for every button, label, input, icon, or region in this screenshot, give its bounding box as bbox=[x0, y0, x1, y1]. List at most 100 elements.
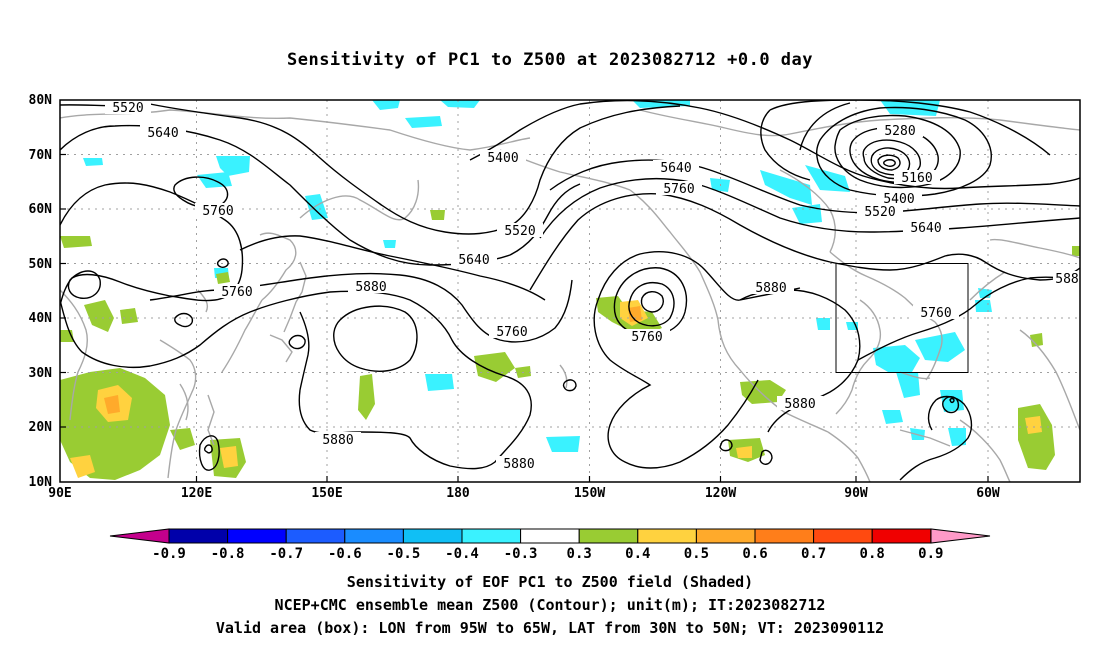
contour-label: 5400 bbox=[876, 191, 922, 207]
longitude-labels: 90E 120E 150E 180 150W 120W 90W 60W bbox=[48, 486, 1000, 501]
contour-label: 5160 bbox=[894, 170, 940, 186]
colorbar-label: -0.3 bbox=[504, 546, 538, 562]
colorbar-label: 0.4 bbox=[625, 546, 650, 562]
contour-5280 bbox=[769, 100, 1051, 156]
contour-label-text: 5760 bbox=[631, 330, 662, 345]
contour-5400 bbox=[469, 100, 1080, 190]
contour-5520-east bbox=[549, 159, 1080, 214]
contour-5760-east bbox=[529, 193, 1080, 291]
colorbar: -0.9 -0.8 -0.7 -0.6 -0.5 -0.4 -0.3 0.3 0.4 0.5 0.6… bbox=[109, 528, 991, 562]
contour-label: 5640 bbox=[451, 252, 497, 268]
contour-label: 5880 bbox=[777, 396, 823, 412]
contour-label: 5760 bbox=[913, 305, 959, 321]
lat-tick-label: 20N bbox=[29, 420, 53, 435]
colorbar-cell bbox=[578, 528, 639, 544]
contour-label-text: 588 bbox=[1055, 272, 1078, 287]
contour-label: 5280 bbox=[877, 123, 923, 139]
contour-label: 5640 bbox=[653, 160, 699, 176]
lat-tick-label: 10N bbox=[29, 475, 53, 490]
contour-label-text: 5760 bbox=[663, 182, 694, 197]
lat-tick-label: 70N bbox=[29, 148, 53, 163]
contour-label: 5640 bbox=[903, 220, 949, 236]
valid-area-box bbox=[835, 263, 969, 373]
axis-ticks bbox=[60, 153, 989, 482]
contour-label: 5520 bbox=[497, 223, 543, 239]
contour-label: 5400 bbox=[480, 150, 526, 166]
lat-tick-label: 40N bbox=[29, 311, 53, 326]
contour-labels: 5520 5640 5760 5400 5520 5640 5760 5880 … bbox=[105, 100, 1081, 472]
lat-tick-label: 80N bbox=[29, 93, 53, 108]
lon-tick-label: 90W bbox=[844, 486, 868, 501]
contour-label: 5880 bbox=[348, 279, 394, 295]
contour-label-text: 5400 bbox=[883, 192, 914, 207]
lat-tick-label: 60N bbox=[29, 202, 53, 217]
colorbar-label: -0.4 bbox=[445, 546, 479, 562]
contour-label-text: 5760 bbox=[496, 325, 527, 340]
contour-label: 5760 bbox=[489, 324, 535, 340]
contour-label-text: 5400 bbox=[487, 151, 518, 166]
colorbar-label: -0.8 bbox=[211, 546, 245, 562]
contour-5640-east bbox=[539, 177, 1080, 239]
colorbar-left-arrow bbox=[109, 528, 170, 544]
lon-tick-label: 90E bbox=[48, 486, 71, 501]
colorbar-label: 0.6 bbox=[742, 546, 767, 562]
contour-5640-upper bbox=[239, 235, 546, 301]
contour-label: 5520 bbox=[857, 204, 903, 220]
colorbar-label: 0.8 bbox=[860, 546, 885, 562]
contour-label: 5880 bbox=[315, 432, 361, 448]
colorbar-label: 0.5 bbox=[684, 546, 709, 562]
colorbar-label: 0.9 bbox=[918, 546, 943, 562]
contour-label-text: 5280 bbox=[884, 124, 915, 139]
contour-label: 5880 bbox=[748, 280, 794, 296]
lon-tick-label: 150E bbox=[311, 486, 342, 501]
contour-label-text: 5640 bbox=[147, 126, 178, 141]
contour-label-text: 5880 bbox=[503, 457, 534, 472]
sensitivity-shading bbox=[60, 100, 1080, 480]
colorbar-cell bbox=[461, 528, 522, 544]
contour-label: 5760 bbox=[195, 203, 241, 219]
positive-patches bbox=[60, 210, 1080, 480]
colorbar-label: 0.7 bbox=[801, 546, 826, 562]
colorbar-cell bbox=[520, 528, 580, 544]
colorbar-cell bbox=[695, 528, 756, 544]
contour-label: 5760 bbox=[214, 284, 260, 300]
chart-title: Sensitivity of PC1 to Z500 at 2023082712… bbox=[286, 50, 813, 70]
contour-label-text: 5640 bbox=[910, 221, 941, 236]
contour-5880-se bbox=[299, 311, 310, 391]
contour-label-text: 5160 bbox=[901, 171, 932, 186]
caption-line-2: NCEP+CMC ensemble mean Z500 (Contour); u… bbox=[274, 596, 826, 614]
lat-tick-label: 30N bbox=[29, 366, 53, 381]
colorbar-label: -0.6 bbox=[328, 546, 362, 562]
contour-label: 5760 bbox=[656, 181, 702, 197]
colorbar-cell bbox=[754, 528, 815, 544]
contour-5880-pacific bbox=[593, 299, 759, 469]
contour-label-text: 5880 bbox=[784, 397, 815, 412]
contour-label-text: 5880 bbox=[355, 280, 386, 295]
lat-tick-label: 50N bbox=[29, 257, 53, 272]
colorbar-cell bbox=[871, 528, 932, 544]
contour-label: 588 bbox=[1053, 271, 1081, 287]
colorbar-label: -0.5 bbox=[387, 546, 421, 562]
colorbar-label: -0.7 bbox=[269, 546, 303, 562]
colorbar-label: 0.3 bbox=[567, 546, 592, 562]
colorbar-label: -0.9 bbox=[152, 546, 186, 562]
orange-patches bbox=[104, 306, 642, 414]
contour-label-text: 5520 bbox=[112, 101, 143, 116]
contour-label: 5640 bbox=[140, 125, 186, 141]
contour-label-text: 5520 bbox=[504, 224, 535, 239]
contour-label-text: 5760 bbox=[221, 285, 252, 300]
caption-line-1: Sensitivity of EOF PC1 to Z500 field (Sh… bbox=[346, 573, 754, 591]
colorbar-cell bbox=[227, 528, 287, 544]
colorbar-cell bbox=[813, 528, 873, 544]
contour-label: 5880 bbox=[496, 456, 542, 472]
contour-label-text: 5880 bbox=[322, 433, 353, 448]
lon-tick-label: 150W bbox=[574, 486, 605, 501]
latitude-labels: 80N 70N 60N 50N 40N 30N 20N 10N bbox=[29, 93, 53, 490]
colorbar-cell bbox=[285, 528, 346, 544]
lon-tick-label: 180 bbox=[446, 486, 470, 501]
contour-5520-west bbox=[60, 103, 681, 235]
contour-label-text: 5640 bbox=[458, 253, 489, 268]
caption-line-3: Valid area (box): LON from 95W to 65W, L… bbox=[215, 619, 885, 637]
contour-label-text: 5880 bbox=[755, 281, 786, 296]
